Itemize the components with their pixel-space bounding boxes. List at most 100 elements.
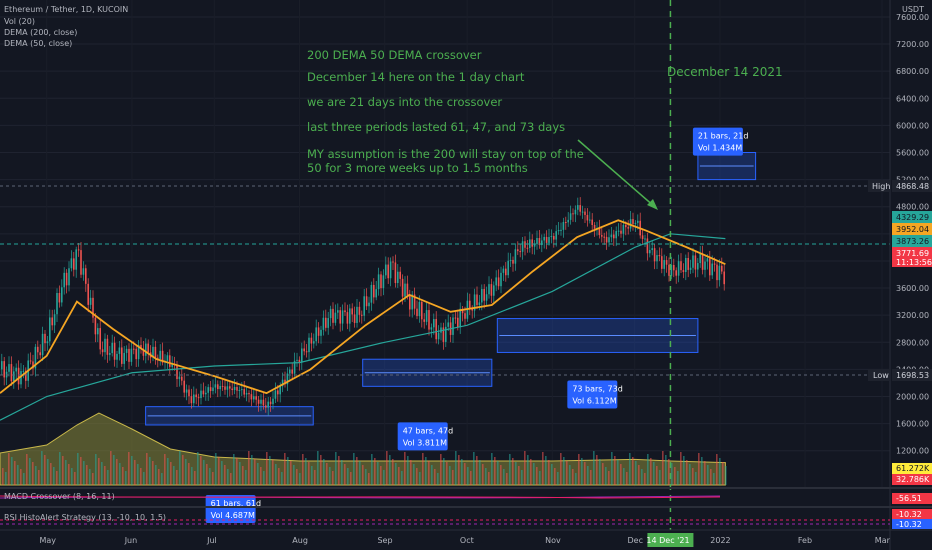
candle-body: [87, 283, 89, 305]
volume-bar: [56, 471, 58, 485]
volume-bar: [701, 457, 703, 485]
period-vol-label: Vol 4.687M: [211, 511, 255, 520]
volume-bar: [305, 458, 307, 485]
candle-body: [572, 213, 574, 215]
candle-body: [721, 265, 723, 272]
candle-body: [608, 237, 610, 243]
candle-body: [713, 263, 716, 265]
volume-bar: [242, 466, 244, 485]
candle-body: [531, 239, 533, 247]
volume-bar: [200, 456, 202, 485]
candle-body: [68, 268, 70, 286]
volume-bar: [290, 461, 292, 485]
volume-bar: [458, 455, 460, 485]
volume-bar: [320, 455, 322, 485]
candle-body: [41, 333, 44, 356]
volume-bar: [299, 473, 301, 485]
candle-body: [267, 401, 269, 408]
candle-body: [416, 308, 418, 317]
volume-bar: [623, 468, 625, 485]
candle-body: [442, 327, 445, 342]
volume-bar: [650, 458, 652, 485]
candle-body: [370, 284, 373, 303]
candle-body: [248, 393, 250, 395]
candle-body: [236, 386, 238, 391]
candle-body: [502, 268, 505, 273]
candle-body: [565, 221, 567, 223]
volume-bar: [257, 463, 259, 485]
x-axis[interactable]: May Jun Jul Aug Sep Oct Nov Dec 2022 Feb Mar 14 Dec…: [40, 536, 891, 545]
volume-bar: [725, 466, 727, 485]
volume-bar: [170, 462, 172, 485]
candle-body: [361, 314, 363, 316]
annotation-line-1: 200 DEMA 50 DEMA crossover: [307, 48, 482, 62]
candle-body: [687, 257, 689, 270]
candle-body: [437, 332, 440, 340]
period-label-box: [692, 127, 743, 156]
candle-body: [656, 255, 658, 262]
countdown-value: 11:13:56: [896, 258, 932, 267]
y-tick-label: 4800.00: [896, 203, 929, 212]
candle-body: [706, 258, 709, 262]
volume-bar: [2, 468, 4, 485]
volume-bar: [65, 460, 67, 485]
candle-body: [723, 271, 725, 285]
candle-body: [411, 294, 413, 310]
volume-bar: [419, 472, 421, 485]
candle-body: [646, 238, 649, 254]
volume-bar: [437, 473, 439, 485]
volume-bar: [11, 457, 13, 485]
candle-body: [226, 386, 229, 390]
candle-body: [704, 261, 706, 270]
candle-body: [255, 396, 257, 400]
volume-bar: [434, 469, 436, 485]
candle-body: [476, 294, 478, 306]
volume-bar: [209, 468, 211, 485]
volume-bar: [719, 458, 721, 485]
candle-body: [113, 342, 116, 360]
candle-body: [421, 301, 423, 320]
candle-body: [382, 275, 385, 289]
period-label-box: [205, 494, 256, 523]
high-badge: [868, 180, 890, 192]
candle-body: [286, 373, 289, 385]
candle-body: [92, 297, 94, 318]
volume-bar: [554, 468, 556, 485]
candle-body: [303, 348, 305, 352]
volume-value-b: 32.786K: [896, 475, 930, 484]
high-label: High: [872, 182, 890, 191]
volume-bar: [413, 464, 415, 485]
period-vol-label: Vol 1.434M: [698, 144, 742, 153]
volume-bar: [482, 464, 484, 485]
volume-value-a: 61.272K: [896, 464, 930, 473]
candle-body: [428, 310, 430, 330]
period-boxes: 61 bars, 61d Vol 4.687M 47 bars, 47d Vol 3.…: [145, 127, 757, 523]
candle-body: [401, 278, 404, 297]
candle-body: [373, 284, 375, 298]
candle-body: [469, 300, 471, 309]
candle-body: [147, 343, 149, 353]
volume-bar: [383, 470, 385, 485]
candle-body: [106, 338, 109, 355]
candle-body: [567, 219, 569, 223]
volume-bar: [98, 458, 100, 485]
candle-body: [644, 238, 646, 240]
high-value: 4868.48: [896, 182, 929, 191]
volume-bar: [251, 455, 253, 485]
volume-bar: [587, 466, 589, 485]
x-tick-label: 2022: [710, 536, 730, 545]
candle-body: [77, 249, 80, 251]
candle-body: [509, 259, 512, 261]
candle-body: [670, 264, 673, 276]
candle-body: [406, 283, 409, 296]
volume-bar: [668, 459, 670, 485]
volume-bar: [485, 468, 487, 485]
volume-bar: [197, 452, 199, 485]
volume-bar: [689, 464, 691, 485]
candle-body: [332, 308, 334, 323]
candle-body: [464, 313, 466, 319]
volume-bar: [44, 455, 46, 485]
volume-bar: [362, 465, 364, 485]
volume-bar: [431, 465, 433, 485]
